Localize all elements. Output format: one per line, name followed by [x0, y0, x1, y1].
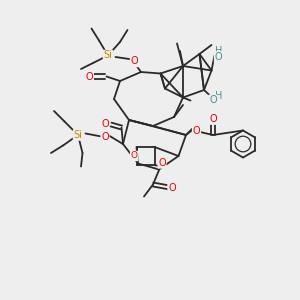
Text: H: H: [215, 46, 222, 56]
Text: Si: Si: [103, 50, 112, 61]
Text: O: O: [101, 119, 109, 129]
Text: O: O: [214, 52, 222, 62]
Text: O: O: [101, 131, 109, 142]
Text: O: O: [209, 114, 217, 124]
Text: O: O: [130, 152, 138, 160]
Text: O: O: [85, 71, 93, 82]
Text: O: O: [168, 183, 176, 193]
Text: Si: Si: [74, 130, 82, 140]
Text: O: O: [193, 125, 200, 136]
Text: H: H: [215, 91, 223, 101]
Text: O: O: [158, 158, 166, 168]
Text: O: O: [130, 56, 138, 67]
Text: O: O: [209, 95, 217, 105]
